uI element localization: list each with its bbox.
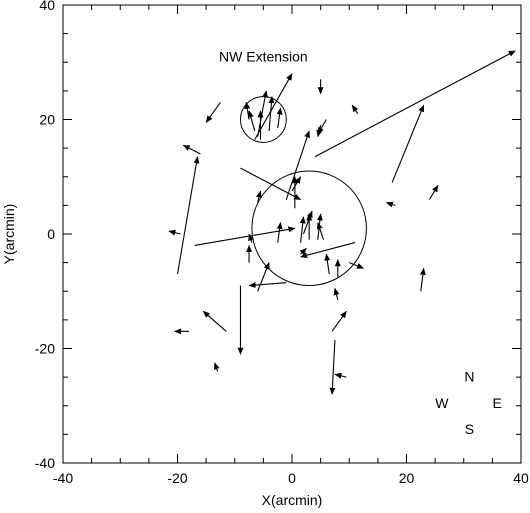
vector-arrow [299, 216, 306, 243]
vector-arrow [194, 226, 296, 246]
vector-arrow [314, 50, 516, 158]
x-axis-title: X(arcmin) [262, 492, 323, 508]
vector-arrow [291, 176, 302, 192]
x-tick-label: 40 [513, 470, 529, 486]
vector-arrows [168, 50, 516, 395]
y-axis-title: Y(arcmin) [1, 204, 17, 265]
compass: N W E S [435, 369, 502, 438]
region-circle [251, 170, 367, 287]
vector-arrow [333, 287, 340, 300]
compass-west: W [435, 395, 449, 411]
annotation-nw-extension: NW Extension [219, 49, 308, 65]
vector-arrow [300, 242, 356, 259]
vector-arrow [302, 210, 313, 235]
y-tick-label: -20 [35, 341, 55, 357]
vector-arrow [299, 247, 307, 256]
vector-arrow [391, 104, 425, 183]
vector-arrow [248, 233, 254, 243]
vector-arrow [285, 130, 310, 200]
vector-arrow [257, 90, 268, 137]
vector-arrow [334, 372, 347, 379]
x-tick-label: 0 [288, 470, 296, 486]
x-tick-labels: -40 -20 0 20 40 [53, 470, 529, 486]
vector-arrow [205, 102, 221, 123]
vector-arrow [419, 267, 426, 292]
vector-arrow [176, 156, 200, 275]
x-tick-label: 20 [399, 470, 415, 486]
vector-arrow [257, 262, 270, 292]
y-tick-label: -40 [35, 455, 55, 471]
vector-arrow [276, 107, 283, 129]
x-tick-label: -20 [167, 470, 187, 486]
y-tick-label: 0 [47, 226, 55, 242]
vector-arrow [240, 167, 302, 201]
y-tick-labels: -40 -20 0 20 40 [35, 0, 55, 471]
axis-ticks [62, 4, 522, 464]
y-tick-label: 40 [39, 0, 55, 13]
vector-arrow [247, 110, 256, 132]
vector-arrow [324, 253, 331, 275]
vector-arrow [385, 201, 396, 208]
vector-arrow [256, 190, 262, 203]
vector-arrow [168, 229, 181, 236]
x-tick-label: -40 [53, 470, 73, 486]
vector-arrow [351, 104, 359, 115]
vector-arrow [202, 310, 227, 332]
vector-arrow [428, 184, 439, 200]
vector-arrow [213, 362, 220, 372]
vector-arrow [329, 339, 336, 395]
vector-arrow [276, 222, 283, 243]
compass-south: S [465, 421, 474, 437]
vector-arrow [331, 310, 347, 332]
compass-east: E [492, 395, 501, 411]
vector-arrow [317, 119, 327, 135]
compass-north: N [464, 369, 474, 385]
vector-arrow [316, 222, 325, 240]
vector-arrow [182, 144, 201, 155]
y-tick-label: 20 [39, 112, 55, 128]
vector-arrow [248, 282, 287, 289]
vector-arrow [244, 101, 251, 120]
vector-arrow [349, 262, 365, 269]
vector-arrow [268, 96, 275, 131]
